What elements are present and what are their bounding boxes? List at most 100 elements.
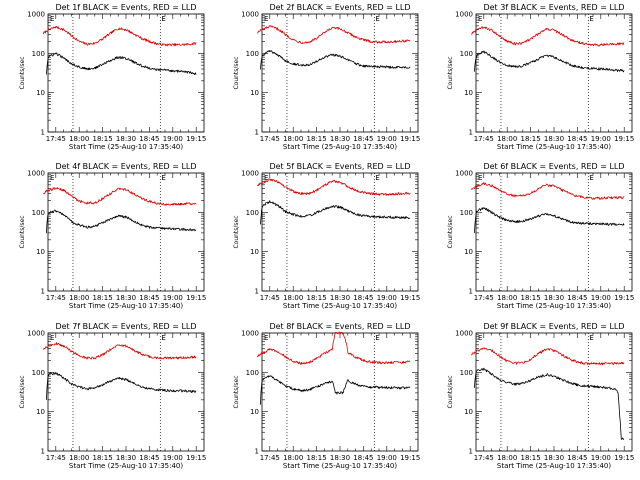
y-tick-label: 100 bbox=[32, 209, 45, 217]
x-tick-label: 18:45 bbox=[139, 294, 159, 302]
y-axis-label: Counts/sec bbox=[19, 56, 26, 89]
y-tick-label: 100 bbox=[460, 369, 473, 377]
y-axis-label: Counts/sec bbox=[447, 215, 454, 248]
x-tick-label: 17:45 bbox=[46, 454, 66, 462]
x-tick-label: 18:00 bbox=[69, 135, 89, 143]
event-marker-label-start: E bbox=[50, 15, 54, 23]
y-axis-label: Counts/sec bbox=[19, 375, 26, 408]
x-tick-label: 19:00 bbox=[591, 454, 611, 462]
x-tick-label: 18:30 bbox=[116, 454, 136, 462]
event-marker-label-end: E bbox=[589, 15, 593, 23]
x-tick-label: 18:30 bbox=[116, 294, 136, 302]
y-tick-label: 10 bbox=[464, 89, 473, 97]
x-tick-label: 19:15 bbox=[186, 135, 206, 143]
series-lld-red bbox=[471, 347, 625, 366]
event-marker-label-end: E bbox=[589, 334, 593, 342]
x-tick-label: 18:15 bbox=[93, 135, 113, 143]
event-marker-label-end: E bbox=[589, 174, 593, 182]
y-tick-label: 1000 bbox=[27, 11, 45, 19]
panel-9: Det 9f BLACK = Events, RED = LLD 1 10 100 10… bbox=[447, 322, 634, 470]
panel-title: Det 8f BLACK = Events, RED = LLD bbox=[269, 322, 410, 331]
y-tick-label: 1000 bbox=[455, 170, 473, 178]
y-tick-label: 1 bbox=[469, 288, 473, 296]
x-tick-label: 19:00 bbox=[377, 454, 397, 462]
series-lld-red bbox=[256, 331, 411, 365]
x-tick-label: 19:15 bbox=[400, 294, 420, 302]
series-events-black bbox=[260, 200, 411, 225]
y-tick-label: 100 bbox=[32, 50, 45, 58]
x-tick-label: 18:30 bbox=[544, 135, 564, 143]
y-tick-label: 10 bbox=[36, 89, 45, 97]
panel-title: Det 4f BLACK = Events, RED = LLD bbox=[55, 162, 196, 171]
x-tick-label: 18:00 bbox=[283, 454, 303, 462]
y-tick-label: 10 bbox=[250, 248, 259, 256]
y-tick-label: 10 bbox=[250, 408, 259, 416]
x-axis-label: Start Time (25-Aug-10 17:35:40) bbox=[497, 302, 611, 310]
x-tick-label: 19:15 bbox=[614, 294, 634, 302]
x-tick-label: 19:15 bbox=[186, 454, 206, 462]
panel-title: Det 9f BLACK = Events, RED = LLD bbox=[483, 322, 624, 331]
series-events-black bbox=[46, 52, 197, 75]
y-tick-label: 1 bbox=[41, 129, 45, 137]
event-marker-label-end: E bbox=[375, 15, 379, 23]
event-marker-label-start: E bbox=[50, 174, 54, 182]
panel-1: Det 1f BLACK = Events, RED = LLD 1 10 100 10… bbox=[19, 3, 206, 151]
event-marker-label-end: E bbox=[375, 334, 379, 342]
y-axis-label: Counts/sec bbox=[19, 215, 26, 248]
panel-title: Det 7f BLACK = Events, RED = LLD bbox=[55, 322, 196, 331]
series-events-black bbox=[260, 375, 411, 405]
series-lld-red bbox=[257, 178, 411, 196]
x-tick-label: 18:15 bbox=[521, 294, 541, 302]
x-tick-label: 17:45 bbox=[46, 294, 66, 302]
y-tick-label: 10 bbox=[464, 248, 473, 256]
y-tick-label: 1 bbox=[255, 288, 259, 296]
panel-title: Det 1f BLACK = Events, RED = LLD bbox=[55, 3, 196, 12]
x-tick-label: 19:15 bbox=[614, 135, 634, 143]
y-tick-label: 1 bbox=[41, 448, 45, 456]
x-tick-label: 17:45 bbox=[260, 454, 280, 462]
x-tick-label: 19:15 bbox=[186, 294, 206, 302]
series-events-black bbox=[46, 209, 197, 234]
y-axis-label: Counts/sec bbox=[447, 375, 454, 408]
y-tick-label: 1000 bbox=[455, 11, 473, 19]
x-tick-label: 18:45 bbox=[567, 454, 587, 462]
x-tick-label: 18:30 bbox=[330, 135, 350, 143]
y-tick-label: 10 bbox=[250, 89, 259, 97]
y-tick-label: 10 bbox=[464, 408, 473, 416]
y-tick-label: 100 bbox=[460, 50, 473, 58]
event-marker-label-end: E bbox=[375, 174, 379, 182]
x-tick-label: 18:15 bbox=[307, 454, 327, 462]
panel-4: Det 4f BLACK = Events, RED = LLD 1 10 100 10… bbox=[19, 162, 206, 310]
x-axis-label: Start Time (25-Aug-10 17:35:40) bbox=[497, 143, 611, 151]
x-tick-label: 17:45 bbox=[46, 135, 66, 143]
y-tick-label: 1 bbox=[41, 288, 45, 296]
x-tick-label: 19:15 bbox=[400, 135, 420, 143]
y-axis-label: Counts/sec bbox=[233, 56, 240, 89]
x-tick-label: 18:00 bbox=[497, 135, 517, 143]
event-marker-label-start: E bbox=[50, 334, 54, 342]
y-axis-label: Counts/sec bbox=[447, 56, 454, 89]
panel-title: Det 6f BLACK = Events, RED = LLD bbox=[483, 162, 624, 171]
y-tick-label: 10 bbox=[36, 248, 45, 256]
series-events-black bbox=[474, 50, 625, 73]
x-tick-label: 19:00 bbox=[377, 294, 397, 302]
y-tick-label: 1 bbox=[469, 129, 473, 137]
y-tick-label: 1000 bbox=[241, 170, 259, 178]
x-axis-label: Start Time (25-Aug-10 17:35:40) bbox=[69, 462, 183, 470]
series-events-black bbox=[474, 367, 625, 440]
y-tick-label: 1000 bbox=[27, 170, 45, 178]
panel-title: Det 2f BLACK = Events, RED = LLD bbox=[269, 3, 410, 12]
x-tick-label: 18:45 bbox=[567, 135, 587, 143]
x-tick-label: 19:00 bbox=[163, 454, 183, 462]
y-tick-label: 1000 bbox=[27, 330, 45, 338]
series-lld-red bbox=[470, 182, 625, 200]
plot-frame bbox=[475, 13, 633, 133]
y-tick-label: 1000 bbox=[241, 11, 259, 19]
x-tick-label: 19:15 bbox=[614, 454, 634, 462]
x-tick-label: 18:00 bbox=[497, 294, 517, 302]
x-tick-label: 17:45 bbox=[474, 294, 494, 302]
x-tick-label: 18:15 bbox=[93, 454, 113, 462]
event-marker-label-start: E bbox=[478, 15, 482, 23]
x-tick-label: 19:00 bbox=[591, 135, 611, 143]
